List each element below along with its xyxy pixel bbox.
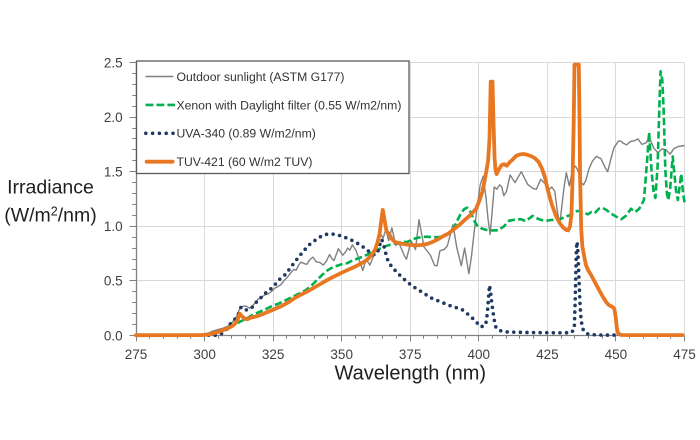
svg-text:1.0: 1.0 <box>104 219 123 234</box>
svg-text:Outdoor sunlight (ASTM G177): Outdoor sunlight (ASTM G177) <box>177 70 345 84</box>
svg-text:2.0: 2.0 <box>104 110 123 125</box>
svg-text:Xenon with Daylight filter (0.: Xenon with Daylight filter (0.55 W/m2/nm… <box>177 98 402 112</box>
svg-text:275: 275 <box>125 347 148 362</box>
svg-text:375: 375 <box>399 347 422 362</box>
svg-text:UVA-340 (0.89 W/m2/nm): UVA-340 (0.89 W/m2/nm) <box>177 127 316 141</box>
svg-text:Wavelength (nm): Wavelength (nm) <box>335 363 487 385</box>
svg-text:425: 425 <box>536 347 559 362</box>
svg-text:450: 450 <box>605 347 628 362</box>
svg-text:325: 325 <box>262 347 285 362</box>
svg-text:0.0: 0.0 <box>104 328 123 343</box>
svg-text:(W/m2/nm): (W/m2/nm) <box>4 205 97 227</box>
svg-text:350: 350 <box>330 347 353 362</box>
svg-text:0.5: 0.5 <box>104 274 123 289</box>
svg-text:300: 300 <box>193 347 216 362</box>
svg-text:2.5: 2.5 <box>104 55 123 70</box>
svg-text:475: 475 <box>673 347 696 362</box>
svg-text:400: 400 <box>468 347 491 362</box>
svg-text:1.5: 1.5 <box>104 165 123 180</box>
svg-text:Irradiance: Irradiance <box>7 176 94 198</box>
svg-text:TUV-421 (60 W/m2 TUV): TUV-421 (60 W/m2 TUV) <box>177 155 313 169</box>
